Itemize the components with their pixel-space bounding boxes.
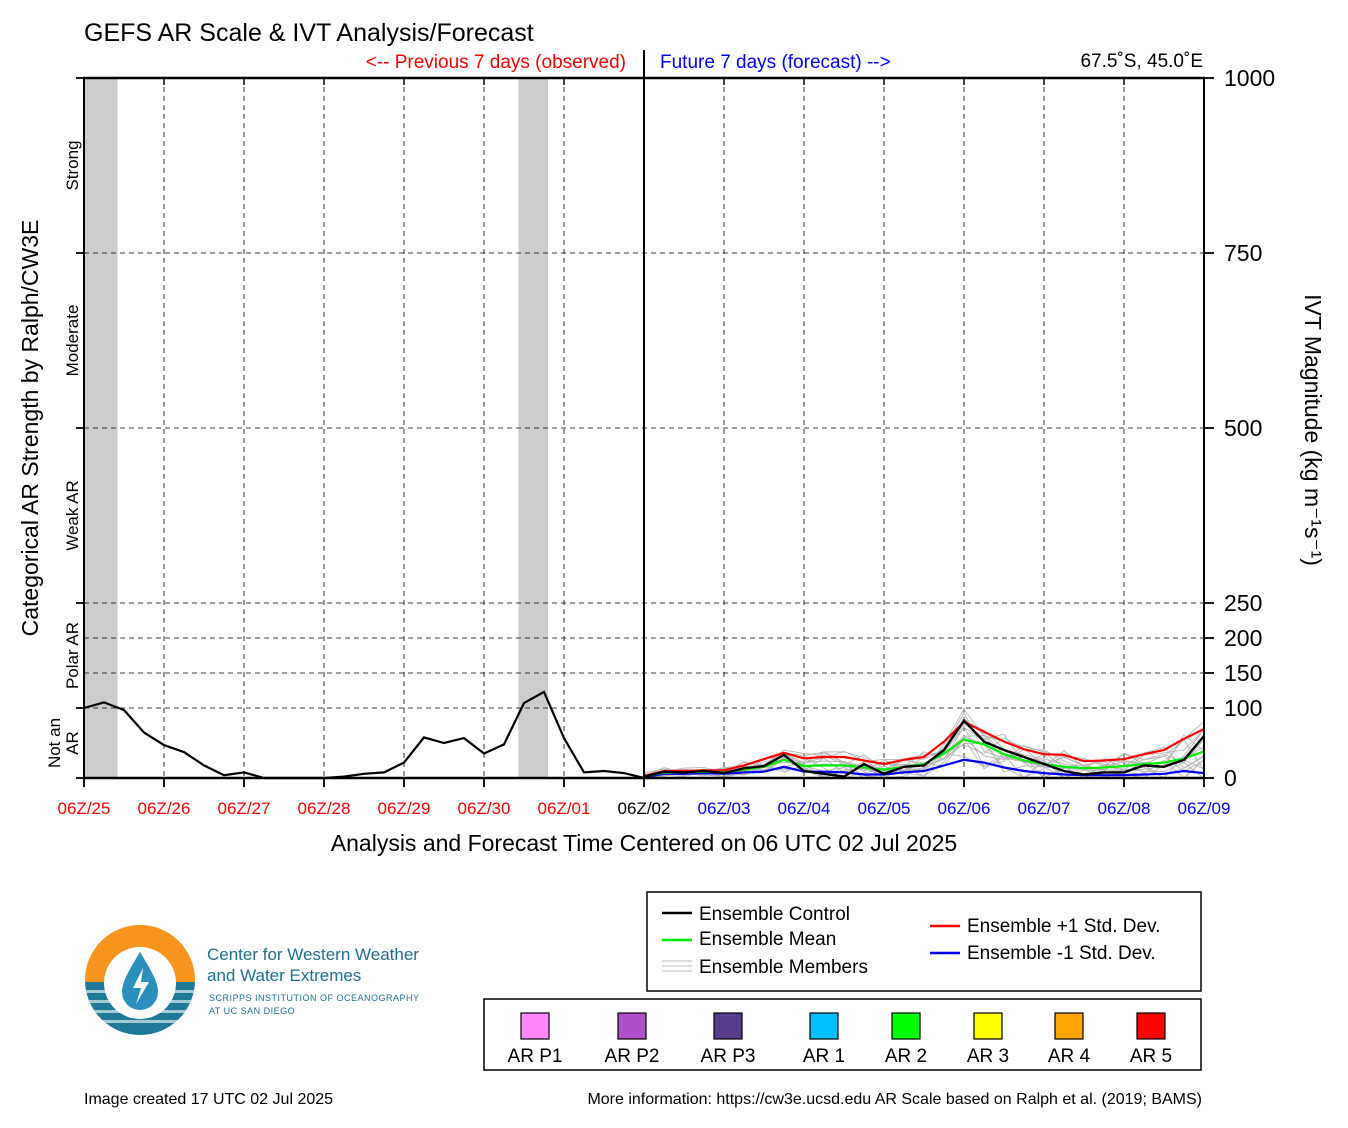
series-legend: Ensemble Control Ensemble Mean Ensemble … [646,891,1202,992]
logo-line2: and Water Extremes [207,966,361,985]
ar-scale-label: AR 1 [803,1046,845,1067]
y-tick-label: 750 [1224,240,1262,266]
ar-scale-legend: AR P1 AR P2 AR P3 AR 1 AR 2 AR 3 AR 4 AR 5 [483,998,1202,1071]
y-axis-left-label: Categorical AR Strength by Ralph/CW3E [17,220,43,637]
category-label: AR [63,731,82,755]
series-line-3 [643,758,1205,779]
x-tick-label: 06Z/29 [378,799,431,818]
category-label: Polar AR [63,622,82,689]
y-axis-right-label: IVT Magnitude (kg m⁻¹s⁻¹) [1300,294,1326,566]
previous-days-label: <-- Previous 7 days (observed) [366,52,626,73]
chart-title: GEFS AR Scale & IVT Analysis/Forecast [84,19,534,47]
ar-categories: Not an AR Polar AR Weak AR Moderate Strong [45,140,82,768]
logo-line4: AT UC SAN DIEGO [209,1006,295,1016]
axes [76,50,1214,787]
category-label: Moderate [63,305,82,377]
series-line-2 [643,720,1205,777]
logo-line1: Center for Western Weather [207,945,419,964]
category-label: Not an [45,718,64,768]
y-tick-label: 100 [1224,695,1262,721]
x-axis-label: Analysis and Forecast Time Centered on 0… [331,830,957,856]
category-label: Strong [63,140,82,190]
ar-scale-swatch [617,1012,647,1040]
ar-scale-swatch [713,1012,743,1040]
ar-scale-swatch [1136,1012,1166,1040]
image-created-text: Image created 17 UTC 02 Jul 2025 [84,1091,333,1108]
y-tick-label: 500 [1224,415,1262,441]
series-line-0 [643,718,1205,778]
x-tick-label: 06Z/09 [1178,799,1231,818]
ar-scale-label: AR 5 [1130,1046,1172,1067]
legend-label-minus-std: Ensemble -1 Std. Dev. [967,943,1156,964]
ar-periods [84,78,548,778]
series-lines [83,690,1205,780]
x-tick-label: 06Z/02 [618,799,671,818]
more-info-text: More information: https://cw3e.ucsd.edu … [587,1091,1202,1108]
logo-line3: SCRIPPS INSTITUTION OF OCEANOGRAPHY [209,993,420,1003]
ar-scale-swatch [520,1012,550,1040]
x-tick-label: 06Z/25 [58,799,111,818]
x-tick-label: 06Z/27 [218,799,271,818]
legend-label-plus-std: Ensemble +1 Std. Dev. [967,916,1160,937]
ar-scale-label: AR P1 [508,1046,563,1067]
ar-scale-swatch [891,1012,921,1040]
y-tick-label: 250 [1224,590,1262,616]
x-tick-label: 06Z/04 [778,799,831,818]
x-tick-label: 06Z/08 [1098,799,1151,818]
lightning-icon [133,968,149,1004]
future-days-label: Future 7 days (forecast) --> [660,52,891,73]
location-label: 67.5˚S, 45.0˚E [1080,51,1203,72]
tick-labels: 06Z/25 06Z/26 06Z/27 06Z/28 06Z/29 06Z/30 06Z/… [58,65,1276,818]
observed-line [83,690,645,780]
x-tick-label: 06Z/05 [858,799,911,818]
x-tick-label: 06Z/26 [138,799,191,818]
y-tick-label: 1000 [1224,65,1275,91]
legend-label-control: Ensemble Control [699,904,850,925]
legend-label-members: Ensemble Members [699,957,868,978]
x-tick-label: 06Z/06 [938,799,991,818]
ensemble-members [643,708,1205,779]
cw3e-logo: Center for Western Weather and Water Ext… [85,925,420,1035]
ar-scale-swatch [1054,1012,1084,1040]
y-tick-label: 200 [1224,625,1262,651]
y-tick-label: 150 [1224,660,1262,686]
ar-scale-label: AR P3 [701,1046,756,1067]
x-tick-label: 06Z/28 [298,799,351,818]
y-tick-label: 0 [1224,765,1237,791]
legend-label-mean: Ensemble Mean [699,929,836,950]
x-tick-label: 06Z/30 [458,799,511,818]
ar-scale-label: AR P2 [605,1046,660,1067]
ar-scale-swatch [973,1012,1003,1040]
category-label: Weak AR [63,480,82,551]
x-tick-label: 06Z/07 [1018,799,1071,818]
ar-scale-label: AR 4 [1048,1046,1091,1067]
x-tick-label: 06Z/01 [538,799,591,818]
ar-scale-label: AR 3 [967,1046,1009,1067]
ar-scale-swatch [809,1012,839,1040]
ar-scale-label: AR 2 [885,1046,927,1067]
x-tick-label: 06Z/03 [698,799,751,818]
